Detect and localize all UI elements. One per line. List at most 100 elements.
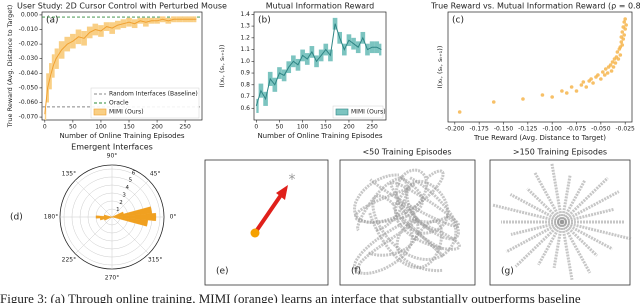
legend-label: MIMI (Ours) [351, 109, 386, 116]
trajectory [371, 194, 458, 262]
grid-spoke [75, 180, 113, 218]
theta-tick-label: 225° [62, 257, 76, 264]
legend-label: Oracle [109, 100, 129, 107]
chart-title: True Reward vs. Mutual Information Rewar… [430, 2, 640, 11]
x-axis-label: Number of Online Training Episodes [59, 132, 184, 140]
trajectory [537, 221, 564, 266]
polar-bar [111, 213, 157, 221]
x-tick-label: -0.100 [542, 126, 562, 133]
confidence-band [44, 108, 47, 120]
panel-label: (b) [258, 16, 271, 26]
x-tick-label: 150 [123, 124, 135, 131]
scatter-point [613, 61, 618, 65]
scatter-point [618, 53, 623, 57]
scatter-point [622, 20, 627, 24]
scatter-point [610, 60, 615, 64]
scatter-point [491, 100, 496, 104]
panel-label: (f) [351, 267, 361, 277]
trajectory [533, 171, 564, 223]
scatter-point [579, 83, 584, 87]
r-tick-label: 1 [116, 207, 120, 213]
y-tick-label: -0.030 [19, 55, 39, 62]
target-star: * [289, 172, 296, 188]
trajectory [560, 174, 572, 223]
scatter-point [599, 77, 603, 81]
confidence-band [256, 98, 259, 113]
scatter-point [589, 77, 593, 81]
x-tick-label: 200 [343, 124, 355, 131]
grid-spoke [111, 180, 149, 218]
scatter-point [603, 67, 608, 71]
scatter-point [605, 71, 610, 75]
x-tick-label: 0 [43, 124, 47, 131]
legend-label: MIMI (Ours) [109, 109, 144, 116]
scatter-point [619, 40, 624, 44]
line [255, 23, 382, 107]
x-tick-label: 250 [179, 124, 191, 131]
trajectory [561, 190, 620, 224]
y-tick-label: -0.020 [19, 41, 39, 48]
r-tick-label: 4 [126, 185, 130, 191]
y-tick-label: 0.8 [240, 81, 250, 88]
scatter-point [574, 89, 579, 93]
line [44, 18, 197, 115]
trajectory [526, 187, 564, 224]
y-tick-label: 1.4 [240, 11, 250, 18]
scatter-point [622, 33, 627, 37]
trajectory [369, 178, 461, 228]
x-tick-label: 50 [276, 124, 284, 131]
trajectory [561, 220, 614, 251]
scatter-point [611, 65, 616, 69]
y-tick-label: -0.070 [19, 114, 39, 121]
y-tick-label: 1.1 [240, 46, 250, 53]
legend-swatch [93, 108, 107, 116]
plot-frame [41, 11, 203, 121]
r-tick-label: 2 [119, 200, 123, 206]
trajectory [514, 220, 564, 268]
y-tick-label: 1.2 [240, 34, 250, 41]
chart-title: User Study: 2D Cursor Control with Pertu… [17, 2, 227, 11]
legend-label: Random Interfaces (Baseline) [109, 91, 198, 98]
y-tick-label: 1.0 [240, 58, 250, 65]
scatter-point [624, 23, 628, 27]
y-tick-label: -0.060 [19, 99, 39, 106]
y-axis-label: I(xₜ, (sₜ, sₜ₊₁)) [218, 45, 226, 88]
trajectory [354, 175, 425, 224]
scatter-point [521, 97, 525, 101]
scatter-point [581, 80, 586, 84]
theta-tick-label: 90° [107, 153, 118, 160]
y-tick-label: 1.3 [240, 23, 250, 30]
x-tick-label: 100 [297, 124, 309, 131]
x-axis-label: Number of Online Training Episodes [257, 132, 382, 140]
trajectories-early [352, 168, 461, 276]
x-tick-label: 150 [320, 124, 332, 131]
scatter-point [564, 91, 569, 95]
scatter-point [591, 81, 595, 85]
trajectory [509, 193, 563, 224]
legend-swatch [335, 108, 349, 116]
trajectory [356, 217, 443, 273]
y-tick-label: 0.9 [240, 70, 250, 77]
trajectory [552, 221, 564, 269]
trajectory [505, 220, 563, 254]
panel-label: (e) [216, 267, 229, 277]
panel-title: <50 Training Episodes [362, 148, 451, 157]
legend-box [90, 87, 200, 119]
chart-title: Emergent Interfaces [71, 143, 153, 152]
x-tick-label: 50 [69, 124, 77, 131]
y-tick-label: -0.010 [19, 26, 39, 33]
scatter-point [600, 70, 605, 74]
theta-tick-label: 135° [62, 170, 76, 177]
trajectories-late [492, 163, 632, 281]
y-tick-label: 0.000 [21, 11, 38, 18]
x-tick-label: 0 [254, 124, 258, 131]
x-tick-label: -0.125 [518, 126, 538, 133]
theta-tick-label: 180° [44, 214, 58, 221]
scatter-point [616, 57, 621, 61]
trajectory [394, 168, 450, 224]
polar-bar [111, 211, 124, 218]
cursor [250, 228, 260, 238]
scatter-point [620, 43, 625, 47]
scatter-point [620, 30, 625, 34]
y-axis-label: True Reward (Avg. Distance to Target) [6, 5, 14, 129]
